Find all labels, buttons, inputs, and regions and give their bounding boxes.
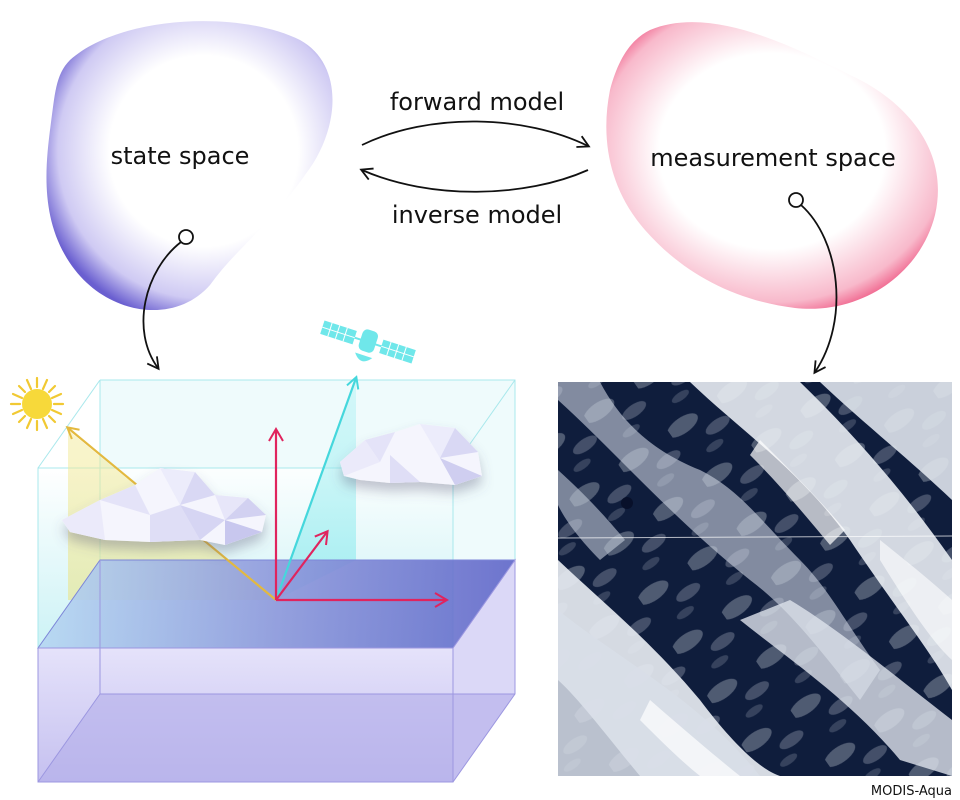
state-space-label: state space <box>111 142 250 170</box>
surface-plane <box>38 560 515 648</box>
satellite-icon <box>320 320 416 364</box>
cloud-icon <box>340 424 482 485</box>
modis-aqua-image: MODIS-Aqua <box>558 382 952 799</box>
image-credit: MODIS-Aqua <box>871 784 952 799</box>
measurement-to-image-arrow <box>800 204 838 375</box>
atmosphere-scene <box>9 320 516 783</box>
state-point <box>178 229 194 245</box>
state-to-scene-arrow <box>142 241 182 371</box>
cloud-icon <box>62 468 266 545</box>
view-ray <box>274 378 356 601</box>
inverse-model-label: inverse model <box>392 201 562 229</box>
state-space-blob: state space <box>46 21 333 371</box>
measurement-space-blob: measurement space <box>606 22 938 375</box>
depth-axis-vector <box>275 529 329 601</box>
measurement-point <box>788 192 804 208</box>
forward-model-label: forward model <box>390 88 564 116</box>
forward-model-arrow <box>361 120 591 148</box>
measurement-space-label: measurement space <box>650 144 895 172</box>
model-arrows: forward model inverse model <box>359 88 591 229</box>
inverse-model-arrow <box>359 167 589 193</box>
sun-icon <box>9 376 65 432</box>
